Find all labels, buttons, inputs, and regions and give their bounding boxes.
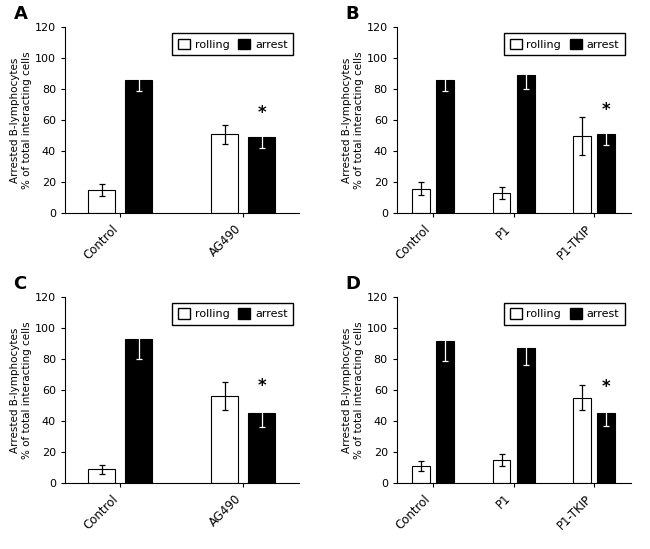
Bar <box>597 413 615 483</box>
Bar <box>517 76 534 214</box>
Bar <box>573 398 591 483</box>
Bar <box>211 396 239 483</box>
Bar <box>517 348 534 483</box>
Bar <box>248 413 276 483</box>
Bar <box>88 190 116 214</box>
Y-axis label: Arrested B-lymphocytes
% of total interacting cells: Arrested B-lymphocytes % of total intera… <box>10 52 32 189</box>
Y-axis label: Arrested B-lymphocytes
% of total interacting cells: Arrested B-lymphocytes % of total intera… <box>343 321 364 459</box>
Bar <box>412 189 430 214</box>
Text: B: B <box>345 5 359 23</box>
Text: *: * <box>602 378 610 396</box>
Bar <box>248 137 276 214</box>
Bar <box>125 339 152 483</box>
Bar <box>88 469 116 483</box>
Text: C: C <box>14 275 27 293</box>
Legend: rolling, arrest: rolling, arrest <box>504 302 625 325</box>
Text: *: * <box>602 101 610 119</box>
Legend: rolling, arrest: rolling, arrest <box>172 302 293 325</box>
Text: *: * <box>257 104 266 122</box>
Bar <box>573 136 591 214</box>
Y-axis label: Arrested B-lymphocytes
% of total interacting cells: Arrested B-lymphocytes % of total intera… <box>10 321 32 459</box>
Legend: rolling, arrest: rolling, arrest <box>172 33 293 55</box>
Legend: rolling, arrest: rolling, arrest <box>504 33 625 55</box>
Bar <box>412 466 430 483</box>
Bar <box>493 460 510 483</box>
Bar <box>211 135 239 214</box>
Bar <box>436 340 454 483</box>
Bar <box>436 80 454 214</box>
Text: D: D <box>345 275 360 293</box>
Text: A: A <box>14 5 27 23</box>
Y-axis label: Arrested B-lymphocytes
% of total interacting cells: Arrested B-lymphocytes % of total intera… <box>343 52 364 189</box>
Bar <box>125 80 152 214</box>
Bar <box>597 135 615 214</box>
Text: *: * <box>257 377 266 395</box>
Bar <box>493 193 510 214</box>
